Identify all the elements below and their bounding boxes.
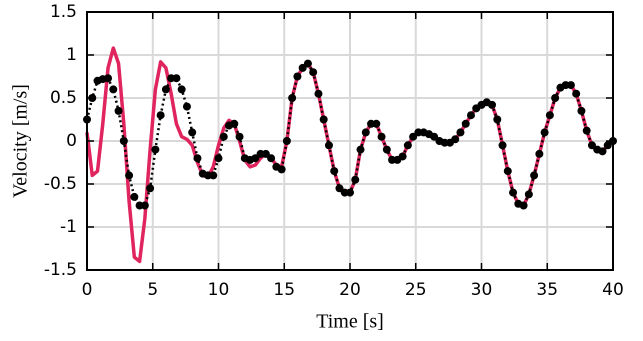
point [314,89,323,98]
point [140,201,149,210]
point [114,106,123,115]
point [324,141,333,150]
point [566,81,575,90]
point [403,141,412,150]
y-tick-label: 1.5 [50,2,77,22]
point [172,74,181,83]
x-axis-label: Time [s] [316,311,384,333]
y-axis-label: Velocity [m/s] [10,84,32,198]
x-tick-label: 15 [273,280,295,300]
point [282,137,291,145]
point [535,149,544,158]
x-tick-label: 25 [405,280,427,300]
point [109,85,118,94]
x-tick-label: 5 [147,280,158,300]
point [119,137,128,145]
point [267,154,276,163]
plot-area [83,46,617,264]
point [214,154,223,163]
point [456,128,465,137]
point [519,201,528,210]
point [177,85,186,94]
point [104,74,113,83]
point [540,128,549,137]
point [209,171,218,180]
point [577,106,586,115]
point [451,135,460,144]
point [545,111,554,120]
point [572,89,581,98]
point [125,171,134,180]
x-tick-label: 40 [602,280,624,300]
point [293,72,302,81]
point [130,192,139,201]
point [398,152,407,161]
point [146,184,155,193]
point [530,171,539,180]
y-tick-label: -0.5 [44,174,77,194]
point [372,119,381,128]
point [161,85,170,94]
point [303,59,312,68]
point [188,128,197,137]
point [230,119,239,128]
point [382,145,391,154]
point [193,154,202,163]
point [598,147,607,156]
y-tick-label: 1 [66,45,77,65]
point [582,126,591,135]
x-tick-label: 30 [471,280,493,300]
point [156,111,165,120]
ticks: 0 5 10 15 20 25 30 35 40 -1.5 -1 -0.5 0 0.5 1 1.5 [44,2,624,300]
point [346,188,354,197]
point [330,167,339,176]
x-tick-label: 0 [82,280,93,300]
grid [86,11,614,271]
point [277,165,286,174]
point [219,132,228,141]
x-tick-label: 20 [339,280,361,300]
y-tick-label: -1 [60,217,77,237]
point [524,190,533,199]
point [151,145,160,154]
point [351,175,360,184]
point [466,111,475,120]
point [361,128,370,137]
y-tick-label: 0 [66,131,77,151]
y-tick-label: 0.5 [50,88,77,108]
y-tick-label: -1.5 [44,260,77,280]
point [551,94,560,102]
x-tick-label: 10 [208,280,230,300]
point [498,141,507,150]
point [503,167,512,176]
point [235,132,244,141]
x-tick-label: 35 [536,280,558,300]
point [356,145,365,154]
point [488,100,497,109]
point [509,188,518,197]
point [182,102,191,111]
point [288,94,297,102]
point [461,119,470,128]
point [493,115,502,124]
point [319,115,328,124]
point [309,68,318,77]
point [377,132,386,141]
